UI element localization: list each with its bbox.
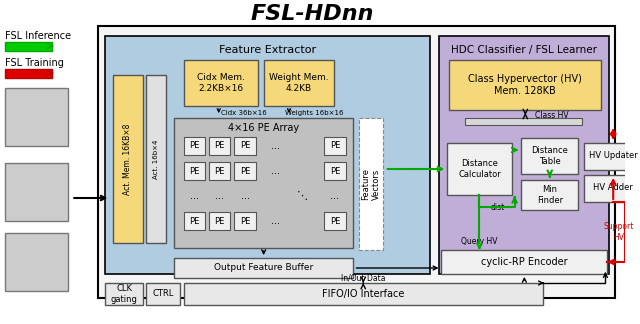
Bar xyxy=(147,283,180,305)
Text: PE: PE xyxy=(330,216,340,226)
Bar xyxy=(184,137,205,155)
Text: Distance
Calculator: Distance Calculator xyxy=(458,159,501,179)
Bar xyxy=(324,137,346,155)
Bar xyxy=(184,162,205,180)
Text: PE: PE xyxy=(214,167,225,176)
Bar xyxy=(324,162,346,180)
Bar xyxy=(447,143,511,195)
Text: dist: dist xyxy=(491,203,505,213)
Bar xyxy=(5,42,52,51)
Text: PE: PE xyxy=(189,167,200,176)
Text: cyclic-RP Encoder: cyclic-RP Encoder xyxy=(481,257,568,267)
Text: CTRL: CTRL xyxy=(152,290,173,298)
Text: HV Adder: HV Adder xyxy=(593,183,633,192)
Bar xyxy=(184,283,543,305)
Text: Act. 16b×4: Act. 16b×4 xyxy=(153,139,159,179)
Bar xyxy=(234,137,256,155)
Bar xyxy=(147,75,166,243)
Bar xyxy=(5,88,68,146)
Bar xyxy=(209,212,230,230)
Bar xyxy=(106,36,429,274)
Text: FSL Inference: FSL Inference xyxy=(5,31,71,41)
Bar xyxy=(449,60,602,110)
Text: ...: ... xyxy=(241,191,250,201)
Bar xyxy=(174,118,353,248)
Text: ...: ... xyxy=(330,191,339,201)
Text: PE: PE xyxy=(330,142,340,151)
Bar xyxy=(5,163,68,221)
Text: ...: ... xyxy=(215,191,224,201)
Text: Cidx 36b×16: Cidx 36b×16 xyxy=(221,110,267,116)
Bar xyxy=(184,212,205,230)
Text: FSL Training: FSL Training xyxy=(5,58,64,68)
Text: FSL-HDnn: FSL-HDnn xyxy=(251,4,374,24)
Text: PE: PE xyxy=(330,167,340,176)
Text: ⋱: ⋱ xyxy=(297,191,308,201)
Bar xyxy=(209,162,230,180)
Bar xyxy=(98,26,615,298)
Text: Weights 16b×16: Weights 16b×16 xyxy=(285,110,344,116)
Bar xyxy=(174,258,353,278)
Text: Output Feature Buffer: Output Feature Buffer xyxy=(214,263,313,272)
Text: PE: PE xyxy=(214,142,225,151)
Text: ...: ... xyxy=(271,166,280,176)
Text: PE: PE xyxy=(240,167,250,176)
Bar xyxy=(113,75,143,243)
Text: PE: PE xyxy=(189,142,200,151)
Bar xyxy=(359,118,383,250)
Text: Query HV: Query HV xyxy=(461,237,498,246)
Text: Feature Extractor: Feature Extractor xyxy=(219,45,316,55)
Bar xyxy=(5,233,68,291)
Text: FIFO/IO Interface: FIFO/IO Interface xyxy=(322,289,404,299)
Text: Cidx Mem.
2.2KB×16: Cidx Mem. 2.2KB×16 xyxy=(196,73,244,93)
Bar xyxy=(106,283,143,305)
Bar xyxy=(442,250,607,274)
Bar xyxy=(324,212,346,230)
Text: Support
HV: Support HV xyxy=(604,222,634,242)
Text: 4×16 PE Array: 4×16 PE Array xyxy=(228,123,300,133)
Bar xyxy=(234,212,256,230)
Text: ...: ... xyxy=(190,191,199,201)
Text: PE: PE xyxy=(240,216,250,226)
Text: Min
Finder: Min Finder xyxy=(537,185,563,205)
Text: ...: ... xyxy=(271,216,280,226)
Bar xyxy=(209,137,230,155)
Text: Act. Mem. 16KB×8: Act. Mem. 16KB×8 xyxy=(124,123,132,195)
Text: Class Hypervector (HV)
Mem. 128KB: Class Hypervector (HV) Mem. 128KB xyxy=(468,74,582,96)
Text: ...: ... xyxy=(271,141,280,151)
Bar xyxy=(440,36,609,274)
Text: CLK
gating: CLK gating xyxy=(111,284,138,304)
Text: PE: PE xyxy=(240,142,250,151)
Text: Distance
Table: Distance Table xyxy=(531,146,568,166)
Text: In/Out Data: In/Out Data xyxy=(341,273,385,283)
Bar xyxy=(584,175,640,202)
Text: HDC Classifier / FSL Learner: HDC Classifier / FSL Learner xyxy=(451,45,597,55)
Text: PE: PE xyxy=(189,216,200,226)
Text: HV Updater: HV Updater xyxy=(589,152,637,160)
Bar xyxy=(465,118,582,125)
Text: Weight Mem.
4.2KB: Weight Mem. 4.2KB xyxy=(269,73,328,93)
Bar xyxy=(264,60,334,106)
Text: PE: PE xyxy=(214,216,225,226)
Bar xyxy=(184,60,258,106)
Bar xyxy=(5,69,52,78)
Text: Feature
Vectors: Feature Vectors xyxy=(362,168,381,200)
Bar xyxy=(522,138,578,174)
Bar xyxy=(584,143,640,170)
Text: Class HV: Class HV xyxy=(535,110,568,120)
Bar xyxy=(522,180,578,210)
Bar xyxy=(234,162,256,180)
